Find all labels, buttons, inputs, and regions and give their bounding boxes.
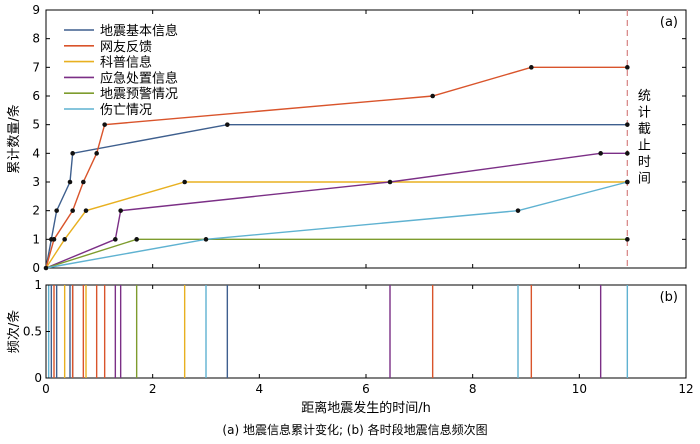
data-point [70, 151, 75, 156]
data-point [67, 179, 73, 185]
y-axis-label-b: 频次/条 [6, 310, 22, 353]
data-point [134, 237, 139, 242]
series-line-4 [45, 152, 628, 269]
y-axis-label-a: 累计数量/条 [6, 104, 22, 173]
data-point [387, 179, 393, 185]
y-tick-label-a: 0 [32, 261, 40, 275]
data-point [625, 65, 630, 70]
x-tick-label: 8 [469, 382, 477, 396]
data-point [118, 208, 123, 213]
data-point [598, 151, 603, 156]
x-tick-label: 12 [678, 382, 693, 396]
legend-label: 地震预警情况 [100, 86, 178, 102]
y-tick-label-a: 3 [32, 175, 40, 189]
x-tick-label: 0 [42, 382, 50, 396]
x-tick-label: 6 [362, 382, 370, 396]
y-tick-label-b: 1 [34, 278, 42, 292]
x-tick-label: 10 [572, 382, 587, 396]
data-point [203, 237, 209, 242]
cutoff-label: 统计截止时间 [638, 89, 651, 187]
x-tick-label: 4 [256, 382, 264, 396]
x-axis-label: 距离地震发生的时间/h [301, 400, 431, 416]
x-tick-label: 2 [149, 382, 157, 396]
y-tick-label-a: 1 [32, 232, 40, 246]
data-point [625, 179, 630, 185]
data-point [625, 122, 630, 127]
data-point [430, 93, 435, 99]
y-tick-label-a: 4 [32, 146, 40, 160]
legend-label: 应急处置信息 [100, 70, 178, 86]
data-point [62, 237, 67, 242]
panel-label-b: (b) [660, 290, 678, 305]
data-point [625, 151, 630, 156]
data-point [94, 151, 99, 156]
y-tick-label-b: 0 [34, 371, 42, 385]
series-line-6 [45, 181, 628, 269]
y-tick-label-a: 5 [32, 118, 40, 132]
panel-label-a: (a) [660, 15, 678, 30]
series-line-5 [45, 238, 628, 269]
data-point [515, 208, 521, 213]
y-tick-label-a: 8 [32, 32, 40, 46]
plot-frame-b [45, 284, 687, 379]
data-point [54, 208, 59, 213]
data-point [70, 208, 75, 213]
figure-caption: (a) 地震信息累计变化; (b) 各时段地震信息频次图 [222, 422, 487, 437]
data-point [113, 237, 118, 242]
panel-a-cumulative-chart: 0 1 2 3 4 5 6 7 8 9 累计数量/条 统计截止时间 (a) 地震基本信息网友反馈科普信息应… [6, 3, 687, 275]
data-point [625, 237, 630, 242]
data-point-origin [43, 265, 49, 271]
y-tick-label-a: 7 [32, 60, 40, 74]
data-point [51, 237, 57, 242]
data-point [225, 122, 230, 127]
data-point [81, 179, 86, 185]
series-line-3 [45, 181, 628, 269]
data-point [529, 65, 534, 70]
legend-label: 伤亡情况 [100, 103, 152, 118]
legend-label: 科普信息 [100, 55, 152, 71]
y-tick-label-b: 0.5 [23, 325, 42, 339]
legend-label: 网友反馈 [100, 39, 152, 55]
legend-label: 地震基本信息 [100, 23, 178, 39]
y-tick-label-a: 6 [32, 89, 40, 103]
y-tick-label-a: 2 [32, 204, 40, 218]
data-point [102, 122, 107, 127]
data-point [182, 179, 187, 185]
y-tick-label-a: 9 [32, 3, 40, 17]
data-point [83, 208, 89, 213]
